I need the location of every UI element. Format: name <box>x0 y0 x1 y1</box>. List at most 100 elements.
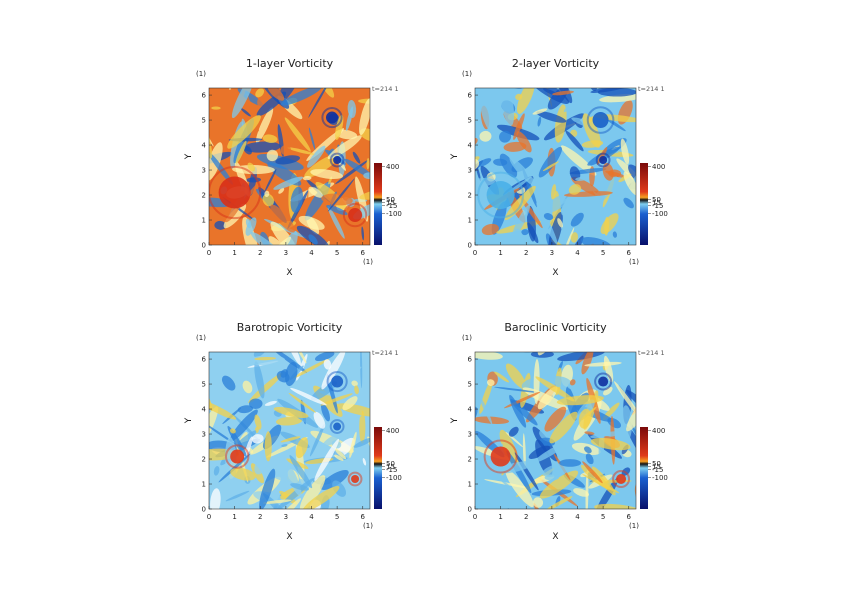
field-swirl <box>295 437 309 459</box>
x-label: X <box>286 268 292 278</box>
field-swirl <box>280 144 291 156</box>
field-swirl <box>298 215 325 230</box>
field-swirl <box>535 376 575 402</box>
field-swirl <box>341 359 353 365</box>
panel: Barotropic Vorticity X Y (1) (1) t=214 1 0 1 2 3 4… <box>184 321 402 542</box>
y-tick-label: 4 <box>468 142 473 150</box>
field-swirl <box>359 189 370 200</box>
field-swirl <box>560 145 597 176</box>
y-tick-label: 5 <box>468 381 472 389</box>
field-swirl <box>279 230 298 245</box>
panel-title: 2-layer Vorticity <box>512 57 600 70</box>
colorbar-tick-label: -15 <box>386 202 397 210</box>
vortex <box>218 176 251 209</box>
y-tick-label: 4 <box>202 142 207 150</box>
field-swirl <box>366 158 370 170</box>
field-swirl <box>626 425 636 463</box>
field-swirl <box>537 116 542 127</box>
field-swirl <box>533 71 543 82</box>
field-swirl <box>230 467 256 481</box>
field-swirl <box>345 106 354 131</box>
field-swirl <box>227 425 247 458</box>
field-swirl <box>507 508 518 509</box>
field-swirl <box>209 400 237 420</box>
field-swirl <box>284 117 311 152</box>
colorbar-tick-label: 15 <box>652 199 661 207</box>
vortex <box>592 112 609 129</box>
field-swirl <box>362 458 367 466</box>
field-swirl <box>544 406 567 432</box>
x-tick-label: 3 <box>550 249 554 257</box>
field-swirl <box>584 361 622 367</box>
vortex <box>348 208 363 223</box>
vortex-ring <box>329 152 345 168</box>
x-tick-label: 1 <box>232 513 236 521</box>
panel: 1-layer Vorticity X Y (1) (1) t=214 1 0 1 2 3 4 5 6 0… <box>184 57 402 278</box>
field-swirl <box>273 176 304 190</box>
field-swirl <box>254 414 262 430</box>
field-swirl <box>603 386 613 396</box>
field-swirl <box>242 380 253 394</box>
field-swirl <box>568 184 582 195</box>
field-swirl <box>537 386 558 410</box>
field-swirl <box>302 485 340 509</box>
field-swirl <box>225 490 250 502</box>
field-swirl <box>287 147 315 155</box>
field-swirl <box>578 408 592 429</box>
field-swirl <box>270 221 297 245</box>
field-swirl <box>570 212 584 227</box>
field-swirl <box>499 478 521 497</box>
y-label: Y <box>184 417 194 424</box>
field-swirl <box>264 169 277 192</box>
field-swirl <box>254 457 267 475</box>
x-tick-label: 1 <box>232 249 236 257</box>
x-tick-label: 4 <box>309 513 314 521</box>
field-swirl <box>308 127 316 150</box>
field-swirl <box>290 483 309 491</box>
field-swirl <box>239 339 248 352</box>
field-swirl <box>248 372 283 403</box>
y-tick-label: 1 <box>468 217 472 225</box>
field-swirl <box>308 186 323 198</box>
field-swirl <box>594 503 636 509</box>
field-swirl <box>235 140 247 164</box>
field-swirl <box>221 375 236 391</box>
field-swirl <box>478 395 493 425</box>
y-tick-label: 2 <box>202 192 206 200</box>
field-swirl <box>361 226 365 241</box>
x-tick-label: 0 <box>473 249 477 257</box>
field-swirl <box>533 502 544 509</box>
time-label: t=214 1 <box>638 349 665 357</box>
y-tick-label: 5 <box>468 117 472 125</box>
field-swirl <box>262 499 292 504</box>
y-tick-label: 4 <box>468 406 473 414</box>
vorticity-field <box>209 339 370 509</box>
vortex <box>490 446 511 467</box>
field-swirl <box>534 443 566 463</box>
field-swirl <box>503 141 527 152</box>
x-unit: (1) <box>363 258 373 266</box>
field-swirl <box>494 371 510 383</box>
field-swirl <box>308 234 318 245</box>
field-swirl <box>302 175 312 181</box>
field-swirl <box>475 150 485 161</box>
y-tick-label: 1 <box>202 217 206 225</box>
field-swirl <box>603 355 614 383</box>
vortex <box>616 474 627 485</box>
field-swirl <box>363 172 370 180</box>
vortex-ring <box>595 152 611 168</box>
field-swirl <box>590 88 597 91</box>
colorbar-tick-label: 15 <box>652 463 661 471</box>
field-swirl <box>556 395 604 406</box>
field-swirl <box>229 409 258 442</box>
field-swirl <box>288 392 316 413</box>
field-swirl <box>499 153 518 178</box>
vortex-ring <box>483 439 518 474</box>
field-swirl <box>290 387 327 406</box>
field-swirl <box>623 171 636 196</box>
vortex-ring <box>224 444 250 469</box>
field-swirl <box>275 416 303 426</box>
field-swirl <box>278 187 285 194</box>
colorbar-tick-label: -15 <box>386 466 397 474</box>
field-swirl <box>532 108 548 115</box>
